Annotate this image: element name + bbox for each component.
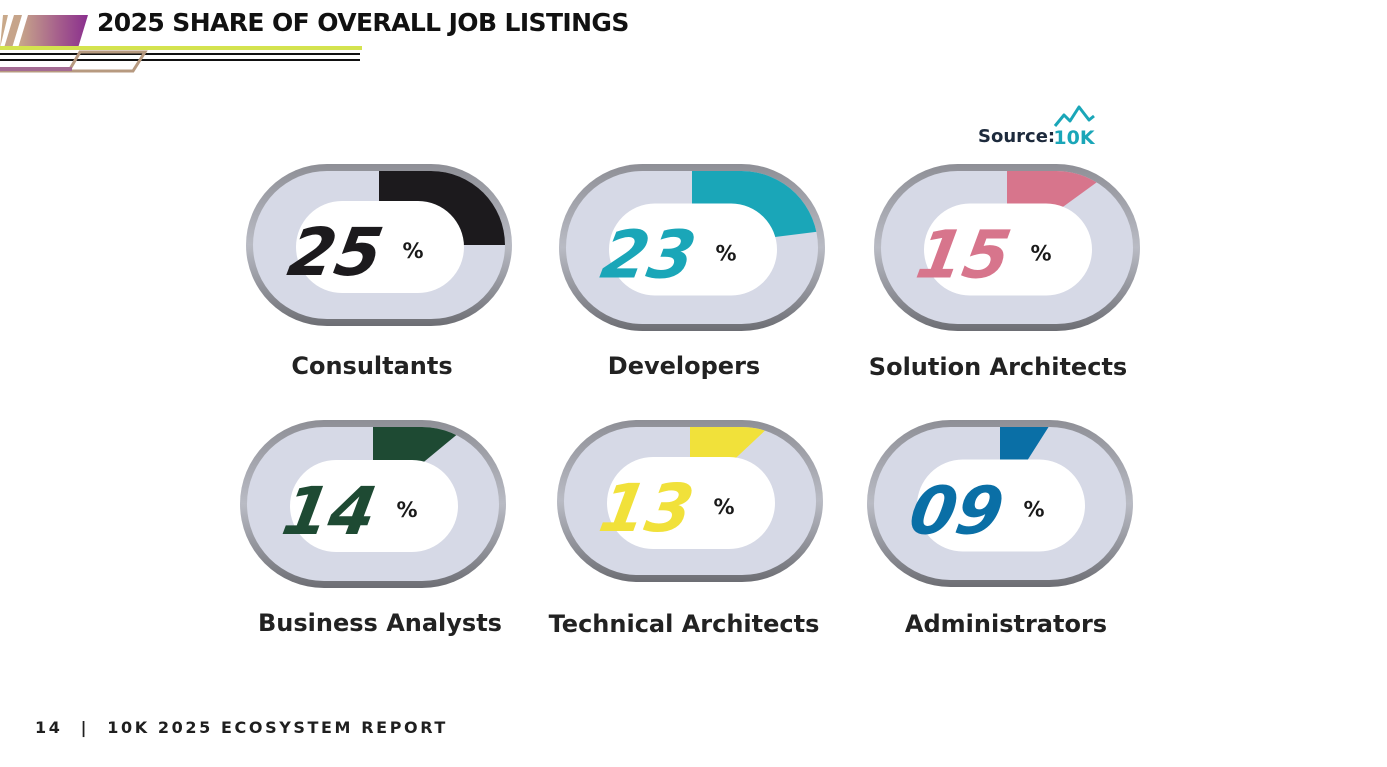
label-consultants: Consultants <box>291 352 453 380</box>
page-title: 2025 SHARE OF OVERALL JOB LISTINGS <box>97 8 629 37</box>
gauge-consultants: 25% <box>246 164 512 326</box>
percent-sign: % <box>1023 498 1044 522</box>
source-label: Source: <box>978 126 1056 147</box>
footer: 14 | 10K 2025 ECOSYSTEM REPORT <box>35 718 448 737</box>
gauge-value-solution-architects: 15 <box>911 216 1016 293</box>
label-developers: Developers <box>607 352 761 380</box>
label-technical-architects: Technical Architects <box>548 610 820 638</box>
label-business-analysts: Business Analysts <box>258 609 502 637</box>
mountain-icon: 10K <box>1053 105 1096 148</box>
gauge-wedge-consultants <box>379 171 505 245</box>
gauge-solution-architects: 15% <box>874 164 1140 331</box>
footer-separator: | <box>80 718 90 737</box>
percent-sign: % <box>713 495 734 519</box>
percent-sign: % <box>402 239 423 263</box>
gauge-center <box>609 203 777 296</box>
gauge-developers: 23% <box>559 164 825 331</box>
header-decoration <box>0 15 362 73</box>
page-number: 14 <box>35 718 63 737</box>
gauge-value-business-analysts: 14 <box>277 472 382 549</box>
gauge-value-technical-architects: 13 <box>594 469 699 546</box>
gauge-value-administrators: 09 <box>904 472 1009 549</box>
gauge-business-analysts: 14% <box>240 420 506 588</box>
report-name: 10K 2025 ECOSYSTEM REPORT <box>107 718 448 737</box>
gauge-wedge-developers <box>692 171 818 248</box>
percent-sign: % <box>715 242 736 266</box>
gauge-center <box>607 457 775 549</box>
gauge-wedge-technical-architects <box>690 427 816 501</box>
gauge-center <box>917 459 1085 552</box>
percent-sign: % <box>396 498 417 522</box>
gauge-center <box>296 201 464 293</box>
gauge-administrators: 09% <box>867 420 1133 587</box>
label-solution-architects: Solution Architects <box>868 353 1128 381</box>
gauge-value-developers: 23 <box>596 216 701 293</box>
gauge-wedge-administrators <box>1000 427 1126 504</box>
logo-text: 10K <box>1053 127 1095 148</box>
gauge-wedge-solution-architects <box>1007 171 1133 248</box>
gauge-center <box>290 460 458 552</box>
percent-sign: % <box>1030 242 1051 266</box>
gauge-technical-architects: 13% <box>557 420 823 582</box>
gauge-center <box>924 203 1092 296</box>
gauge-wedge-business-analysts <box>373 427 499 504</box>
gauge-value-consultants: 25 <box>283 213 388 290</box>
label-administrators: Administrators <box>904 610 1108 638</box>
